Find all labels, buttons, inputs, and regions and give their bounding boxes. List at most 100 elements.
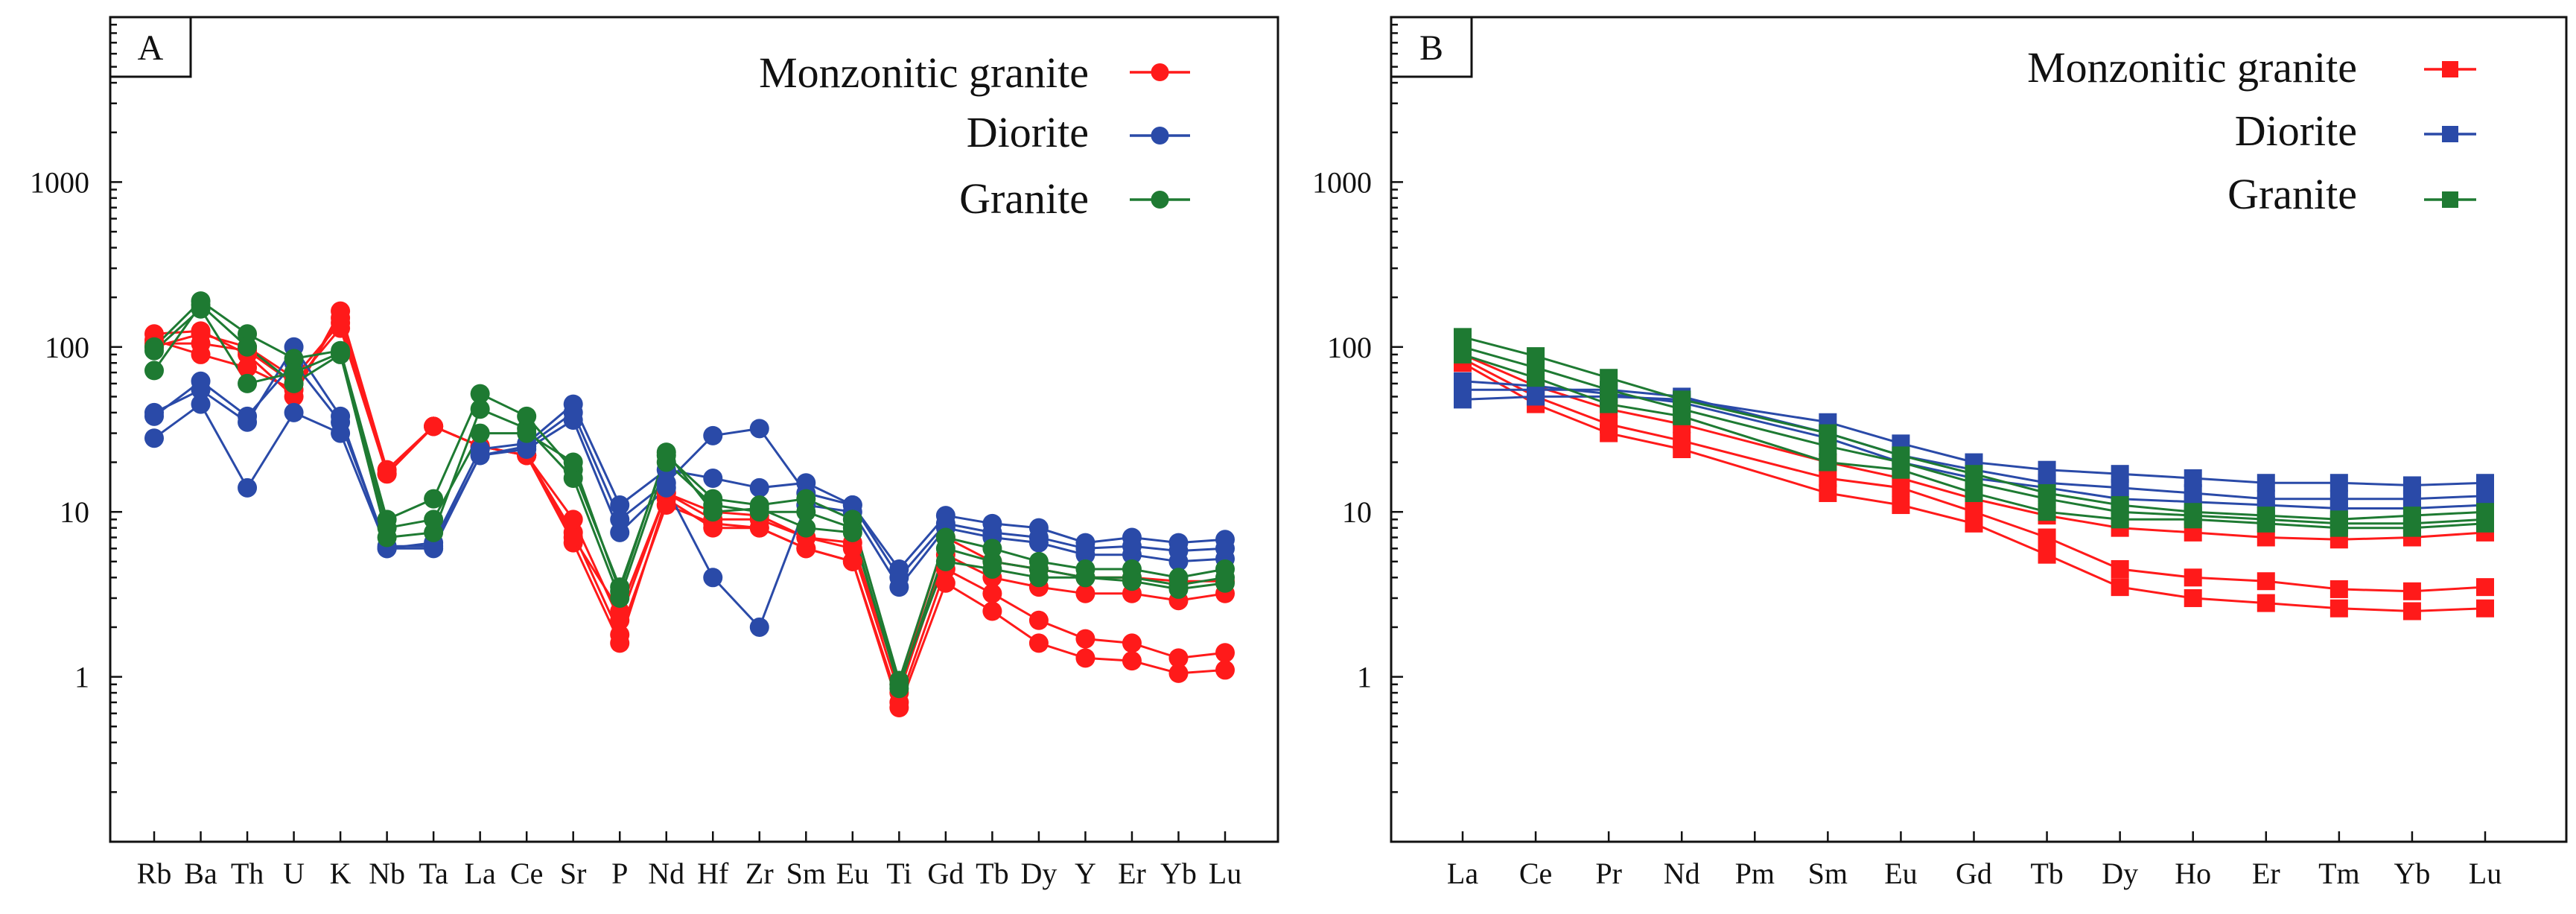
- legend-a-label-granite: Granite: [959, 174, 1089, 223]
- x-tick-label-nd: Nd: [1664, 857, 1700, 890]
- data-point-monzonitic-granite-yb: [1168, 648, 1189, 668]
- x-tick-label-la: La: [1447, 857, 1478, 890]
- data-point-diorite-ta: [424, 536, 444, 556]
- data-point-monzonitic-granite-ta: [424, 416, 444, 437]
- x-tick-label-lu: Lu: [1209, 857, 1241, 890]
- data-point-granite-rb: [144, 340, 164, 361]
- x-tick-label-pr: Pr: [1595, 857, 1622, 890]
- legend-a-label-diorite: Diorite: [967, 108, 1089, 156]
- data-point-monzonitic-granite-dy: [1028, 610, 1049, 630]
- panel-a-legend: Monzonitic granite Diorite Granite: [759, 48, 1190, 223]
- x-tick-label-dy: Dy: [2102, 857, 2138, 890]
- panel-a-label: A: [138, 28, 164, 68]
- x-tick-label-pm: Pm: [1735, 857, 1775, 890]
- y-tick-label: 1000: [1312, 165, 1372, 199]
- data-point-diorite-hf: [703, 469, 723, 489]
- data-point-monzonitic-granite-er: [2257, 572, 2275, 591]
- legend-marker-granite: [1151, 191, 1169, 209]
- legend-marker-granite: [2442, 191, 2458, 208]
- data-point-monzonitic-granite-tb: [982, 583, 1002, 603]
- x-tick-label-la: La: [465, 857, 496, 890]
- data-point-granite-la: [1454, 345, 1472, 364]
- data-point-diorite-y: [1075, 539, 1095, 559]
- panel-b-label-box: [1390, 16, 1473, 78]
- panel-a-chart: A 1 10 100 1000 Rb Ba Th U K Nb Ta La Ce Sr P Nd Hf Zr Sm…: [30, 16, 1279, 890]
- series-line-granite: [1462, 353, 2486, 530]
- data-point-monzonitic-granite-lu: [1215, 660, 1235, 680]
- legend-b-label-monzonitic-granite: Monzonitic granite: [2027, 43, 2357, 92]
- data-point-diorite-tb: [982, 522, 1002, 542]
- data-point-granite-er: [1122, 571, 1142, 591]
- x-tick-label-eu: Eu: [1884, 857, 1917, 890]
- x-tick-label-ho: Ho: [2175, 857, 2211, 890]
- data-point-granite-th: [238, 337, 258, 357]
- data-point-monzonitic-granite-dy: [2111, 559, 2129, 578]
- data-point-monzonitic-granite-yb: [2402, 582, 2421, 600]
- x-tick-label-p: P: [611, 857, 628, 890]
- data-point-granite-gd: [935, 551, 955, 571]
- data-point-monzonitic-granite-tb: [2038, 545, 2056, 564]
- y-tick-label: 10: [60, 495, 89, 529]
- data-point-diorite-sr: [563, 402, 583, 422]
- data-point-granite-ti: [889, 674, 909, 694]
- data-point-diorite-er: [1122, 536, 1142, 556]
- data-point-granite-sm: [1819, 453, 1837, 472]
- series-line-monzonitic-granite: [1462, 353, 2486, 541]
- data-point-granite-pr: [1600, 395, 1618, 413]
- data-point-granite-nb: [377, 518, 397, 538]
- panel-b-label: B: [1419, 28, 1443, 68]
- y-tick-label: 1000: [30, 165, 89, 199]
- data-point-monzonitic-granite-y: [1075, 629, 1095, 649]
- x-tick-label-k: K: [330, 857, 352, 890]
- data-point-granite-dy: [1028, 568, 1049, 588]
- x-tick-label-tb: Tb: [2030, 857, 2063, 890]
- data-point-diorite-k: [331, 412, 351, 432]
- data-point-granite-sr: [563, 452, 583, 472]
- data-point-diorite-rb: [144, 428, 164, 448]
- data-point-diorite-zr: [749, 419, 769, 439]
- x-tick-label-sr: Sr: [560, 857, 587, 890]
- x-tick-label-gd: Gd: [927, 857, 964, 890]
- data-point-monzonitic-granite-tm: [2329, 580, 2348, 598]
- data-point-granite-eu: [842, 522, 862, 542]
- data-point-diorite-ba: [191, 371, 211, 391]
- data-point-granite-sm: [796, 518, 816, 538]
- data-point-granite-gd: [1965, 483, 1983, 502]
- y-tick-label: 1: [1357, 661, 1372, 694]
- data-point-granite-tb: [982, 559, 1002, 579]
- data-point-diorite-hf: [703, 568, 723, 588]
- panel-a-y-axis: 1 10 100 1000: [30, 23, 122, 843]
- data-point-monzonitic-granite-nb: [377, 464, 397, 484]
- data-point-monzonitic-granite-nd: [1673, 431, 1691, 450]
- series-line-granite: [1462, 346, 2486, 525]
- data-point-granite-tm: [2329, 518, 2348, 537]
- data-point-granite-lu: [1215, 573, 1235, 593]
- x-tick-label-th: Th: [231, 857, 264, 890]
- panel-b-x-axis: La Ce Pr Nd Pm Sm Eu Gd Tb Dy Ho Er Tm Yb Lu: [1447, 831, 2502, 890]
- x-tick-label-ba: Ba: [184, 857, 217, 890]
- series-line-monzonitic-granite: [1462, 361, 2486, 613]
- data-point-monzonitic-granite-ho: [2184, 568, 2202, 587]
- data-point-diorite-dy: [1028, 527, 1049, 548]
- data-point-diorite-p: [610, 495, 630, 515]
- x-tick-label-tb: Tb: [976, 857, 1008, 890]
- legend-marker-monzonitic-granite: [1151, 63, 1169, 81]
- data-point-monzonitic-granite-tm: [2329, 599, 2348, 618]
- x-tick-label-nb: Nb: [369, 857, 405, 890]
- x-tick-label-tm: Tm: [2318, 857, 2360, 890]
- panel-b-legend: Monzonitic granite Diorite Granite: [2027, 43, 2476, 218]
- data-point-granite-la: [470, 384, 490, 404]
- data-point-granite-la: [470, 399, 490, 419]
- data-point-granite-yb: [1168, 579, 1189, 599]
- data-point-diorite-gd: [935, 513, 955, 533]
- data-point-diorite-er: [2257, 474, 2275, 492]
- panel-b-chart: B 1 10 100 1000 La Ce Pr Nd Pm Sm Eu Gd Tb Dy Ho Er Tm Y…: [1312, 16, 2568, 890]
- data-point-monzonitic-granite-gd: [935, 573, 955, 593]
- x-tick-label-u: U: [283, 857, 305, 890]
- data-point-monzonitic-granite-dy: [1028, 633, 1049, 653]
- data-point-monzonitic-granite-eu: [1892, 496, 1910, 515]
- data-point-diorite-yb: [1168, 541, 1189, 561]
- data-point-granite-nd: [1673, 407, 1691, 425]
- data-point-granite-ce: [517, 423, 537, 443]
